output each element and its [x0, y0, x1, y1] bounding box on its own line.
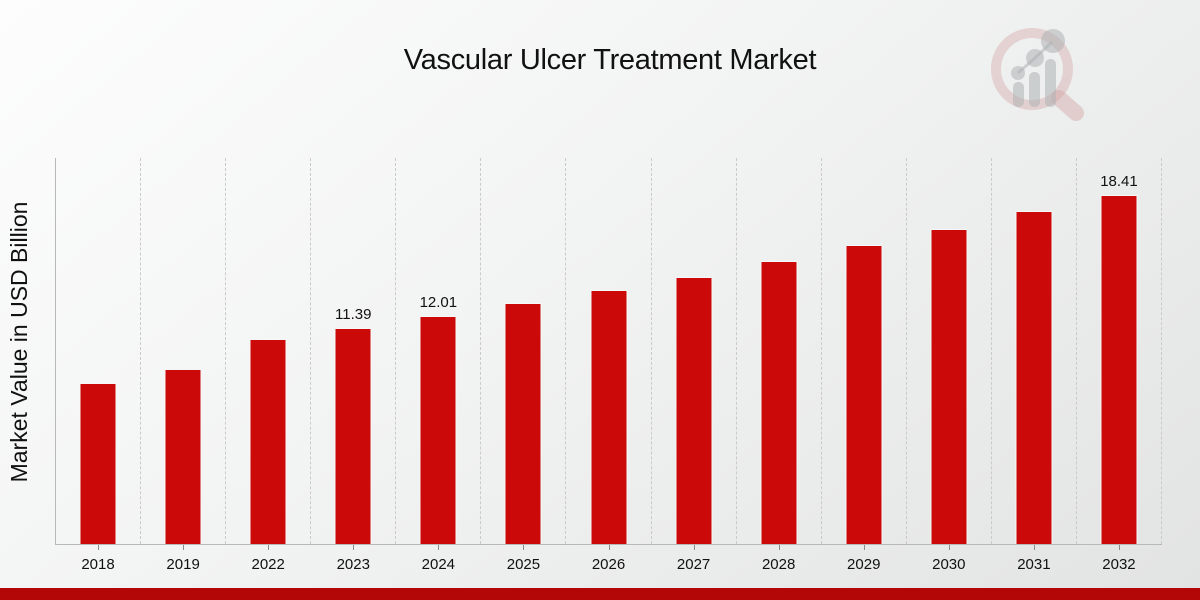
chart-column-2024: 12.01 2024 — [396, 158, 482, 573]
x-axis-label-2018: 2018 — [81, 556, 115, 573]
chart-column-2031: 2031 — [992, 158, 1077, 573]
x-axis-tick-2031 — [1033, 545, 1035, 550]
chart-column-2019: 2019 — [141, 158, 227, 573]
x-axis-label-2029: 2029 — [847, 556, 881, 573]
bar-2030 — [930, 229, 968, 544]
x-axis-tick-2030 — [948, 545, 950, 550]
x-axis-label-2024: 2024 — [421, 556, 456, 573]
logo-bar-tall — [1045, 59, 1056, 107]
x-axis-tick-2024 — [438, 545, 440, 550]
bar-2026 — [590, 290, 627, 544]
bar-value-label-2032: 18.41 — [1100, 173, 1138, 190]
logo-dot-medium — [1026, 49, 1044, 67]
chart-column-2022: 2022 — [226, 158, 312, 573]
x-axis-label-2032: 2032 — [1102, 556, 1136, 573]
bar-2022 — [249, 339, 287, 544]
logo-magnifier-ring — [991, 28, 1073, 110]
chart-column-2018: 2018 — [56, 158, 142, 573]
x-axis-tick-2019 — [183, 545, 185, 550]
bar-2019 — [164, 369, 202, 544]
x-axis-tick-2029 — [863, 545, 865, 550]
magnifier-bar-chart-logo-icon — [991, 28, 1084, 121]
x-axis-tick-2025 — [523, 545, 525, 550]
x-axis-label-2031: 2031 — [1017, 556, 1051, 573]
x-axis-label-2019: 2019 — [166, 556, 200, 573]
bar-2027 — [675, 277, 713, 544]
x-axis-tick-2028 — [778, 545, 780, 550]
bar-2024 — [419, 316, 457, 544]
bar-value-label-2023: 11.39 — [335, 306, 372, 323]
chart-column-2032: 18.41 2032 — [1077, 158, 1163, 573]
bar-value-label-2024: 12.01 — [419, 294, 458, 311]
bar-2032 — [1100, 195, 1138, 544]
x-axis-label-2028: 2028 — [761, 556, 796, 573]
logo-dot-large — [1041, 29, 1065, 53]
y-axis-label: Market Value in USD Billion — [6, 201, 32, 483]
x-axis-label-2030: 2030 — [932, 556, 966, 573]
bottom-red-band — [0, 588, 1200, 600]
logo-magnifier-handle — [1051, 90, 1084, 121]
chart-column-2026: 2026 — [566, 158, 652, 573]
bar-2028 — [760, 261, 798, 544]
x-axis-tick-2022 — [268, 545, 270, 550]
chart-column-2028: 2028 — [737, 158, 822, 573]
logo-bar-medium — [1029, 72, 1040, 107]
x-axis-label-2026: 2026 — [591, 556, 626, 573]
plot-area: 2018 2019 2022 11.39 2023 12.01 2024 2025 2026 20… — [55, 158, 1163, 573]
bar-2023 — [334, 328, 372, 544]
bar-2018 — [79, 383, 117, 544]
x-axis-tick-2027 — [693, 545, 695, 550]
chart-column-2030: 2030 — [907, 158, 992, 573]
x-axis-label-2025: 2025 — [506, 556, 541, 573]
chart-column-2027: 2027 — [652, 158, 737, 573]
logo-bar-small — [1013, 82, 1024, 107]
x-axis-tick-2026 — [608, 545, 610, 550]
x-axis-tick-2032 — [1118, 545, 1120, 550]
bar-2031 — [1015, 211, 1053, 544]
x-axis-label-2022: 2022 — [251, 556, 285, 573]
logo-dot-small — [1011, 66, 1025, 80]
bar-2025 — [504, 303, 542, 544]
chart-title: Vascular Ulcer Treatment Market — [403, 44, 817, 76]
x-axis-label-2023: 2023 — [336, 556, 370, 573]
chart-column-2029: 2029 — [822, 158, 907, 573]
bar-2029 — [845, 245, 883, 544]
chart-column-2023: 11.39 2023 — [311, 158, 397, 573]
logo-trend-line — [1017, 40, 1054, 75]
x-axis-label-2027: 2027 — [676, 556, 711, 573]
x-axis-tick-2023 — [353, 545, 355, 550]
x-axis-tick-2018 — [98, 545, 100, 550]
chart-column-2025: 2025 — [481, 158, 567, 573]
